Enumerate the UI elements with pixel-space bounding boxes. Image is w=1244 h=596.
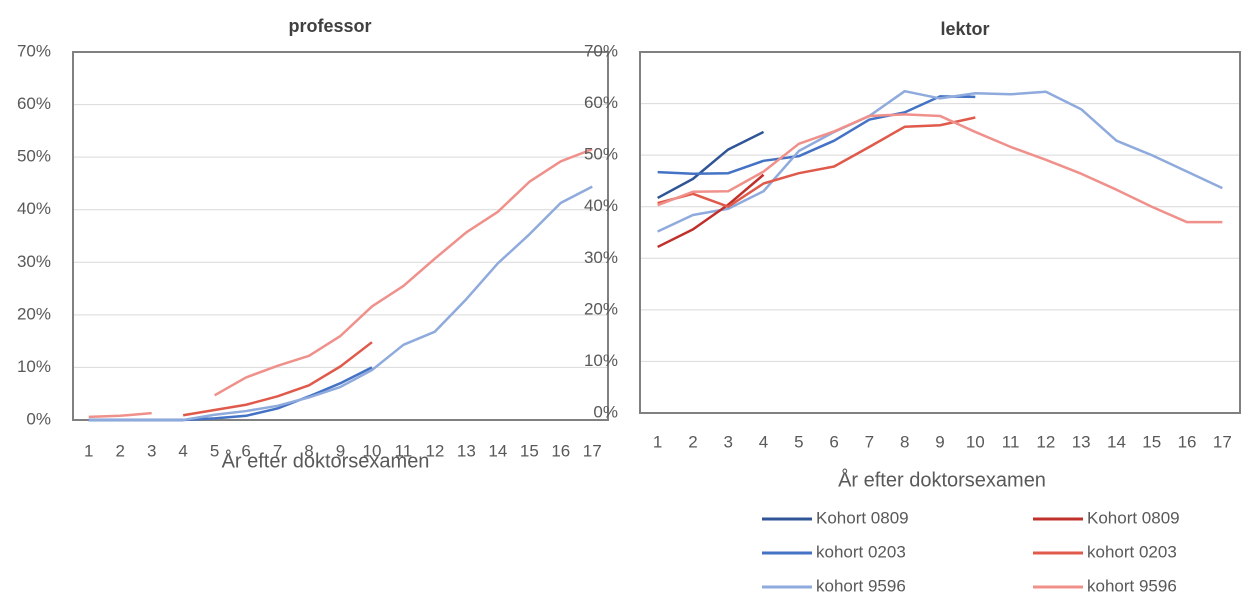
y-tick-label: 60% xyxy=(17,94,51,113)
y-tick-label: 50% xyxy=(17,147,51,166)
x-tick-label: 14 xyxy=(1107,432,1126,451)
series-line xyxy=(657,89,1223,233)
legend-label: kohort 0203 xyxy=(816,542,906,561)
x-tick-label: 1 xyxy=(653,432,662,451)
x-tick-label: 14 xyxy=(488,441,507,460)
series-line xyxy=(88,148,593,419)
x-tick-label: 3 xyxy=(147,441,156,460)
legend-label: kohort 9596 xyxy=(1087,576,1177,595)
y-tick-label: 50% xyxy=(584,145,618,164)
x-tick-label: 9 xyxy=(336,441,345,460)
x-tick-label: 4 xyxy=(759,432,768,451)
x-axis-title: År efter doktorsexamen xyxy=(222,449,430,472)
x-tick-label: 15 xyxy=(520,441,539,460)
y-tick-label: 40% xyxy=(584,196,618,215)
x-tick-label: 5 xyxy=(210,441,219,460)
x-tick-label: 7 xyxy=(273,441,282,460)
x-tick-label: 5 xyxy=(794,432,803,451)
x-tick-label: 8 xyxy=(900,432,909,451)
y-tick-label: 30% xyxy=(17,252,51,271)
series-line xyxy=(657,113,1223,224)
y-tick-label: 0% xyxy=(26,409,51,428)
legend-label: Kohort 0809 xyxy=(816,508,909,527)
series-line xyxy=(88,185,593,422)
y-tick-label: 70% xyxy=(584,41,618,60)
series-line xyxy=(657,95,976,175)
x-tick-label: 8 xyxy=(304,441,313,460)
series-line xyxy=(657,130,765,200)
x-axis-title: År efter doktorsexamen xyxy=(838,468,1046,491)
x-tick-label: 13 xyxy=(457,441,476,460)
y-tick-label: 40% xyxy=(17,199,51,218)
y-tick-label: 30% xyxy=(584,248,618,267)
x-tick-label: 12 xyxy=(425,441,444,460)
x-tick-label: 17 xyxy=(583,441,602,460)
y-tick-label: 20% xyxy=(17,304,51,323)
x-tick-label: 12 xyxy=(1036,432,1055,451)
x-tick-label: 9 xyxy=(935,432,944,451)
x-tick-label: 1 xyxy=(84,441,93,460)
x-tick-label: 11 xyxy=(1002,432,1020,451)
legend-label: Kohort 0809 xyxy=(1087,508,1180,527)
legend-label: kohort 0203 xyxy=(1087,542,1177,561)
x-tick-label: 13 xyxy=(1072,432,1091,451)
y-tick-label: 10% xyxy=(584,351,618,370)
plot-frame xyxy=(72,51,609,421)
series-line xyxy=(657,173,765,249)
x-tick-label: 2 xyxy=(688,432,697,451)
y-tick-label: 60% xyxy=(584,93,618,112)
x-tick-label: 6 xyxy=(829,432,838,451)
y-tick-label: 70% xyxy=(17,41,51,60)
chart-title: professor xyxy=(288,16,371,36)
x-tick-label: 2 xyxy=(115,441,124,460)
x-tick-label: 11 xyxy=(395,441,413,460)
series-line xyxy=(657,116,976,208)
y-tick-label: 10% xyxy=(17,357,51,376)
x-tick-label: 3 xyxy=(724,432,733,451)
x-tick-label: 6 xyxy=(241,441,250,460)
x-tick-label: 7 xyxy=(865,432,874,451)
y-tick-label: 0% xyxy=(593,402,618,421)
plot-frame xyxy=(639,51,1241,414)
x-tick-label: 4 xyxy=(178,441,187,460)
x-tick-label: 10 xyxy=(966,432,985,451)
x-tick-label: 17 xyxy=(1213,432,1232,451)
series-line xyxy=(182,341,373,417)
y-tick-label: 20% xyxy=(584,299,618,318)
legend-label: kohort 9596 xyxy=(816,576,906,595)
x-tick-label: 10 xyxy=(363,441,382,460)
x-tick-label: 15 xyxy=(1142,432,1161,451)
x-tick-label: 16 xyxy=(1178,432,1197,451)
x-tick-label: 16 xyxy=(551,441,570,460)
chart-title: lektor xyxy=(940,19,989,39)
